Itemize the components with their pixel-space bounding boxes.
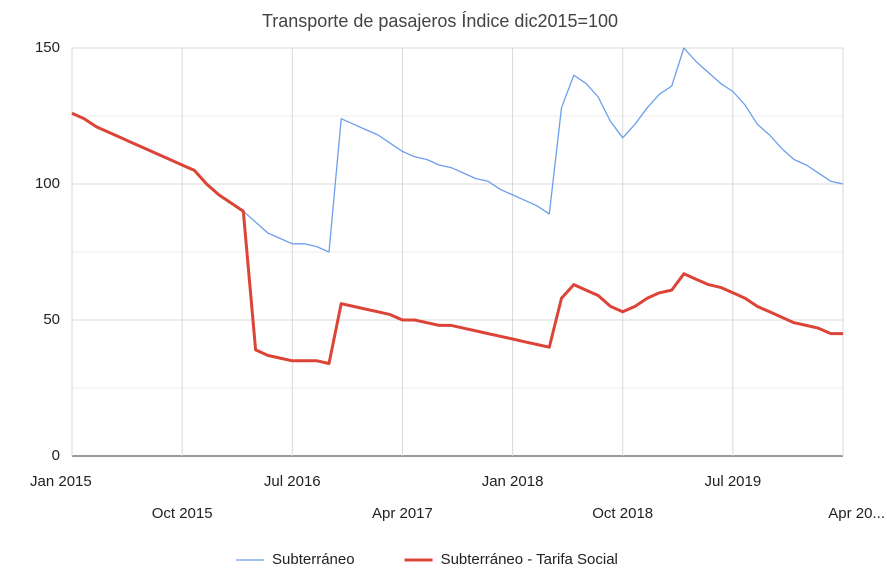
legend-label: Subterráneo — [272, 551, 355, 568]
x-tick-label: Apr 20... — [828, 505, 885, 522]
x-tick-label: Jul 2016 — [264, 473, 321, 490]
series-line — [71, 47, 844, 253]
legend-label: Subterráneo - Tarifa Social — [441, 551, 618, 568]
series-line — [71, 111, 843, 365]
x-tick-label: Apr 2017 — [372, 505, 433, 522]
chart-title: Transporte de pasajeros Índice dic2015=1… — [262, 11, 618, 31]
x-tick-label: Jan 2015 — [30, 473, 92, 490]
x-tick-label: Jul 2019 — [704, 473, 761, 490]
y-tick-label: 50 — [43, 311, 60, 328]
y-tick-label: 100 — [35, 175, 60, 192]
x-tick-label: Jan 2018 — [482, 473, 544, 490]
x-tick-label: Oct 2018 — [592, 505, 653, 522]
y-tick-label: 150 — [35, 39, 60, 56]
y-tick-label: 0 — [52, 447, 60, 464]
x-tick-label: Oct 2015 — [152, 505, 213, 522]
